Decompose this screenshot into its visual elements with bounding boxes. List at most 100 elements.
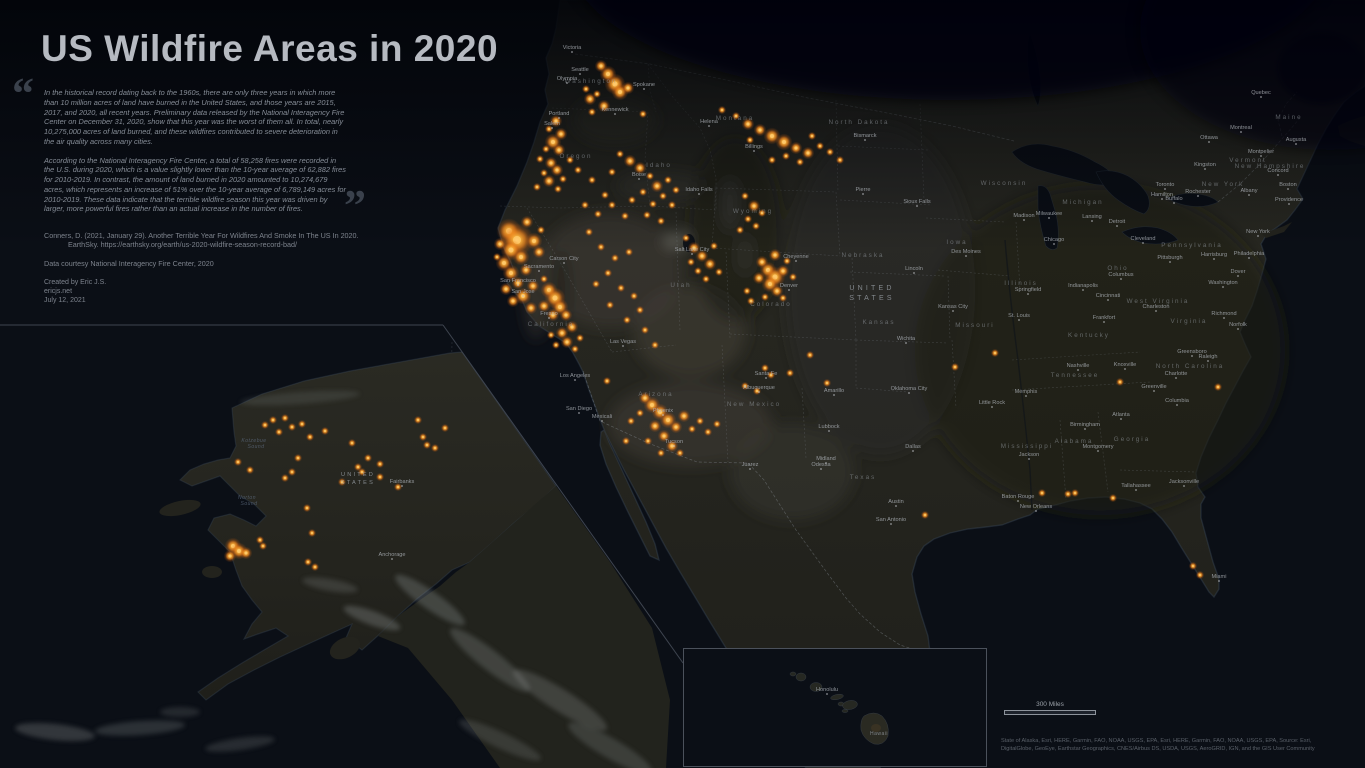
fire-marker (785, 155, 787, 157)
fire-marker (674, 425, 678, 429)
fire-marker (259, 539, 261, 541)
fire-marker (547, 179, 551, 183)
fire-marker (794, 146, 798, 150)
state-label: Texas (850, 474, 876, 481)
fire-marker (775, 289, 779, 293)
city-label: Indianapolis (1068, 283, 1098, 289)
city-label: Fresno (540, 311, 557, 317)
city-label: Greenville (1141, 384, 1166, 390)
fire-marker (770, 134, 774, 138)
city-label: Jackson (1019, 452, 1040, 458)
inset-leader-lines (0, 324, 684, 664)
fire-marker (770, 374, 772, 376)
city-label: Portland (549, 111, 570, 117)
city-dot (1103, 321, 1105, 323)
city-dot (574, 379, 576, 381)
fire-marker (652, 203, 654, 205)
region-label: Kotzebue (241, 438, 266, 444)
city-dot (1260, 96, 1262, 98)
city-dot (765, 377, 767, 379)
fire-marker (679, 452, 681, 454)
city-label: Santa Fe (755, 371, 778, 377)
city-label: Washington (1208, 280, 1237, 286)
fire-marker (516, 281, 520, 285)
city-label: Oklahoma City (891, 386, 928, 392)
fire-marker (819, 145, 821, 147)
fire-marker (607, 272, 609, 274)
fire-marker (773, 253, 777, 257)
fire-marker (782, 297, 784, 299)
city-dot (826, 693, 828, 695)
fire-marker (619, 153, 621, 155)
city-dot (1191, 355, 1193, 357)
fire-marker (531, 284, 535, 288)
city-label: Odessa (811, 462, 831, 468)
city-dot (1107, 299, 1109, 301)
fire-marker (579, 337, 581, 339)
city-dot (1223, 317, 1225, 319)
fire-marker (653, 424, 657, 428)
city-dot (916, 205, 918, 207)
fire-marker (357, 466, 359, 468)
city-label: Salt Lake City (675, 247, 710, 253)
city-label: Raleigh (1199, 354, 1218, 360)
city-label: Lansing (1082, 214, 1102, 220)
fire-marker (746, 122, 750, 126)
fire-marker (496, 256, 498, 258)
city-dot (1287, 188, 1289, 190)
fire-marker (1199, 574, 1201, 576)
city-dot (828, 430, 830, 432)
fire-marker (643, 396, 647, 400)
city-label: Madison (1013, 213, 1034, 219)
fire-marker (628, 159, 632, 163)
fire-marker (551, 140, 555, 144)
fire-marker (595, 283, 597, 285)
fire-marker (646, 214, 648, 216)
city-dot (643, 88, 645, 90)
fire-marker (604, 194, 606, 196)
city-label: Lubbock (818, 424, 839, 430)
fire-marker (511, 299, 515, 303)
city-dot (864, 139, 866, 141)
fire-marker (291, 426, 293, 428)
city-dot (908, 392, 910, 394)
fire-marker (682, 414, 686, 418)
fire-marker (626, 319, 628, 321)
region-label: Norton (238, 495, 256, 501)
city-dot (991, 406, 993, 408)
region-label: STATES (849, 295, 894, 302)
city-dot (825, 462, 827, 464)
fire-marker (524, 268, 528, 272)
fire-marker (760, 260, 764, 264)
fire-marker (647, 440, 649, 442)
fire-marker (829, 151, 831, 153)
snow-texture (240, 390, 652, 768)
fire-marker (397, 486, 399, 488)
fire-marker (699, 420, 701, 422)
fire-marker (548, 128, 550, 130)
region-label: Sound (248, 444, 265, 450)
fire-marker (628, 251, 630, 253)
fire-marker (237, 461, 239, 463)
city-label: Boise (632, 172, 646, 178)
state-label: Mississippi (1001, 443, 1053, 450)
fire-marker (306, 507, 308, 509)
state-label: Washington (564, 78, 617, 85)
map-attribution: State of Alaska, Esri, HERE, Garmin, FAO… (1001, 738, 1315, 753)
fire-marker (685, 237, 687, 239)
city-dot (1277, 174, 1279, 176)
fire-marker (691, 428, 693, 430)
fire-marker (564, 313, 568, 317)
fire-marker (690, 261, 692, 263)
city-label: Kingston (1194, 162, 1216, 168)
city-dot (1183, 485, 1185, 487)
city-label: Memphis (1015, 389, 1038, 395)
fire-marker (954, 366, 956, 368)
city-label: Detroit (1109, 219, 1126, 225)
fire-marker (542, 304, 546, 308)
region-label: Hawaii (870, 731, 888, 737)
state-label: Colorado (750, 301, 792, 308)
fire-marker (540, 229, 542, 231)
city-dot (517, 284, 519, 286)
